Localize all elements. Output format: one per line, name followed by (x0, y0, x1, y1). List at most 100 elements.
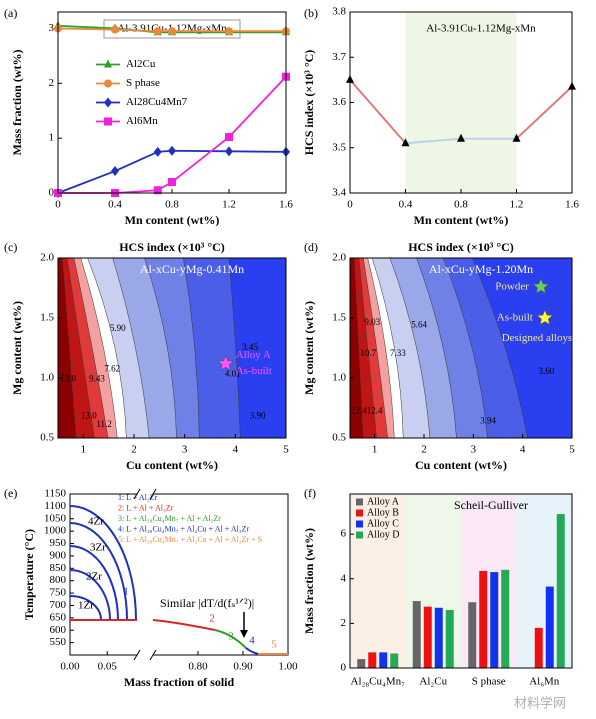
reaction-label: 3: L + Al₂₈Cu₄Mn₇ + Al + Al₃Zr (118, 514, 221, 523)
y-axis-title: HCS index (×10³ °C) (302, 50, 316, 156)
curve-label: 3 (228, 631, 234, 643)
legend-marker (104, 97, 112, 108)
y-tick-label: 0.5 (40, 432, 54, 444)
x-tick-label: 1 (81, 444, 87, 456)
point-label: Powder (495, 280, 529, 292)
contour-label: 9.43 (89, 373, 105, 383)
x-axis-title: Mass fraction of solid (124, 675, 235, 689)
reaction-label: 4: L + Al₂₈Cu₄Mn₇ + Al₂Cu + Al + Al₃Zr (118, 524, 250, 533)
y-tick-label: 800 (50, 574, 67, 586)
contour-label: 7.33 (390, 348, 406, 358)
plot-frame (57, 11, 287, 194)
contour-label: 12.4 (367, 406, 383, 416)
x-tick-label: 1 (372, 444, 378, 456)
y-tick-label: 550 (50, 636, 67, 648)
y-tick-label: 1150 (44, 488, 66, 500)
x-tick-label: 0.8 (454, 199, 468, 211)
y-tick-label: 650 (50, 611, 67, 623)
x-tick-label: 0.4 (108, 199, 122, 211)
y-tick-label: 0 (49, 187, 55, 199)
bar (545, 586, 554, 668)
y-tick-label: 2.0 (40, 252, 54, 264)
marker (153, 186, 162, 195)
curve-label: 2 (209, 613, 215, 625)
x-tick-label: Al₂₈Cu₄Mn₇ (351, 676, 406, 688)
x-tick-label: 3 (471, 444, 477, 456)
y-axis-title: Mass fraction (wt%) (10, 50, 24, 156)
chart-title: HCS index (×10³ °C) (119, 240, 225, 254)
series-line (57, 24, 286, 34)
arrow-head (240, 630, 248, 638)
y-tick-label: 3.4 (332, 187, 346, 199)
liquidus-curve (69, 569, 111, 621)
x-tick-label: 1.2 (510, 199, 524, 211)
bar (423, 606, 432, 668)
x-tick-label: 5 (283, 444, 289, 456)
y-tick-label: 850 (50, 562, 67, 574)
bar (368, 652, 377, 668)
zr-label: 1Zr (78, 600, 94, 612)
curve-label: 1 (123, 586, 129, 598)
y-tick-label: 950 (50, 537, 67, 549)
marker (153, 27, 162, 36)
x-tick-label: 4 (233, 444, 239, 456)
panel-label: (f) (304, 486, 316, 500)
x-axis-title: Mn content (wt%) (414, 213, 509, 227)
chart-title: Scheil-Gulliver (454, 498, 528, 512)
zr-label: 3Zr (90, 542, 106, 554)
bar (412, 601, 421, 668)
x-tick-label: 4 (520, 444, 526, 456)
y-tick-label: 2 (49, 77, 55, 89)
reaction-label: 5: L + Al₂₈Cu₄Mn₇ + Al₂Cu + Al + Al₃Zr +… (118, 535, 262, 544)
bar (468, 602, 477, 668)
legend-label: Al2Cu (126, 58, 156, 70)
x-tick-label: 1.2 (222, 199, 236, 211)
y-tick-label: 1.5 (332, 312, 346, 324)
series-segment (515, 85, 573, 140)
y-tick-label: 3.5 (332, 141, 346, 153)
series-line (57, 27, 286, 33)
legend-label: S phase (126, 77, 160, 89)
marker (153, 146, 162, 157)
bar (445, 610, 454, 668)
y-tick-label: 1.5 (40, 312, 54, 324)
series-segment (349, 79, 407, 144)
y-tick-label: 1000 (44, 525, 67, 537)
bar (357, 659, 366, 668)
plot-frame (69, 493, 289, 656)
point-label: As-built (236, 365, 272, 377)
contour-label: 3.60 (538, 366, 554, 376)
y-tick-label: 1 (49, 132, 55, 144)
x-tick-label: 1.6 (279, 199, 293, 211)
watermark: 材料学网 (514, 696, 566, 712)
x-tick-label: 1.00 (278, 661, 298, 673)
contour-label: 12.4 (351, 406, 367, 416)
marker (512, 133, 521, 142)
contour-label: 10.7 (360, 348, 376, 358)
marker (111, 25, 119, 34)
panel-label: (a) (4, 6, 17, 20)
marker (111, 166, 119, 177)
x-tick-label: 0.05 (98, 661, 118, 673)
note: Designed alloys (502, 332, 573, 344)
contour-label: 13.0 (81, 410, 97, 420)
legend-marker (104, 79, 112, 88)
bar (434, 607, 443, 668)
legend-marker (104, 59, 112, 68)
y-tick-label: 1.0 (332, 372, 346, 384)
contour-band (58, 258, 77, 438)
contour-label: 9.03 (364, 317, 380, 327)
bar (534, 627, 543, 668)
contour-label: 3.90 (250, 410, 266, 420)
y-axis-title: Mg content (wt%) (10, 301, 24, 395)
contour-label: 3.45 (242, 342, 258, 352)
shaded-span (405, 12, 517, 193)
contour-label: 11.2 (96, 419, 111, 429)
star-marker (536, 309, 554, 326)
x-axis-title: Cu content (wt%) (415, 458, 507, 472)
series-line (57, 149, 287, 194)
panel-label: (e) (4, 486, 17, 500)
point-label: As-built (497, 312, 533, 324)
reaction-label: 2: L + Al + Al₃Zr (118, 503, 174, 512)
